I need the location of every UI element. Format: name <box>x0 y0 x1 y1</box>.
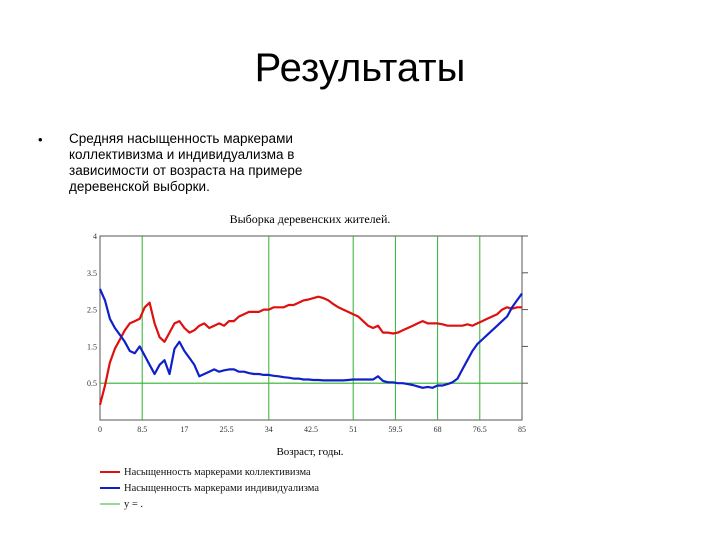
series-line <box>98 295 522 406</box>
x-tick-label: 51 <box>349 425 357 434</box>
x-tick-label: 85 <box>518 425 526 434</box>
chart-plot-area: 4 3.5 2.5 1.5 0.5 0 8.5 17 25.5 34 42.5 51 59.5 68 76.… <box>87 232 528 434</box>
y-tick-label: 0.5 <box>87 379 97 388</box>
x-tick-label: 8.5 <box>137 425 147 434</box>
bullet-line: Средняя насыщенность маркерами <box>69 131 293 146</box>
legend-label: Насыщенность маркерами коллективизма <box>124 467 311 478</box>
plot-frame <box>99 235 523 421</box>
slide-title: Результаты <box>254 46 466 90</box>
bullet-line: деревенской выборки. <box>69 179 210 194</box>
y-tick-label: 4 <box>93 232 97 241</box>
series-line <box>98 288 523 389</box>
bullet-text: Средняя насыщенность маркерами коллектив… <box>69 131 339 195</box>
chart-legend: Насыщенность маркерами коллективизма Насы… <box>100 467 319 510</box>
x-tick-label: 25.5 <box>220 425 234 434</box>
legend-label: Насыщенность маркерами индивидуализма <box>124 483 319 494</box>
bullet-symbol: • <box>38 132 43 147</box>
x-tick-label: 17 <box>180 425 188 434</box>
x-tick-label: 76.5 <box>473 425 487 434</box>
x-tick-label: 59.5 <box>388 425 402 434</box>
x-tick-label: 0 <box>98 425 102 434</box>
y-tick-label: 2.5 <box>87 306 97 315</box>
x-tick-label: 34 <box>265 425 273 434</box>
x-tick-label: 42.5 <box>304 425 318 434</box>
legend-label: y = . <box>124 499 143 510</box>
y-tick-label: 1.5 <box>87 342 97 351</box>
bullet-line: коллективизма и индивидуализма в <box>69 147 295 162</box>
y-tick-label: 3.5 <box>87 269 97 278</box>
chart-title: Выборка деревенских жителей. <box>230 212 391 226</box>
bullet-line: зависимости от возраста на примере <box>69 163 303 178</box>
x-tick-label: 68 <box>434 425 442 434</box>
x-axis-label: Возраст, годы. <box>276 446 343 458</box>
